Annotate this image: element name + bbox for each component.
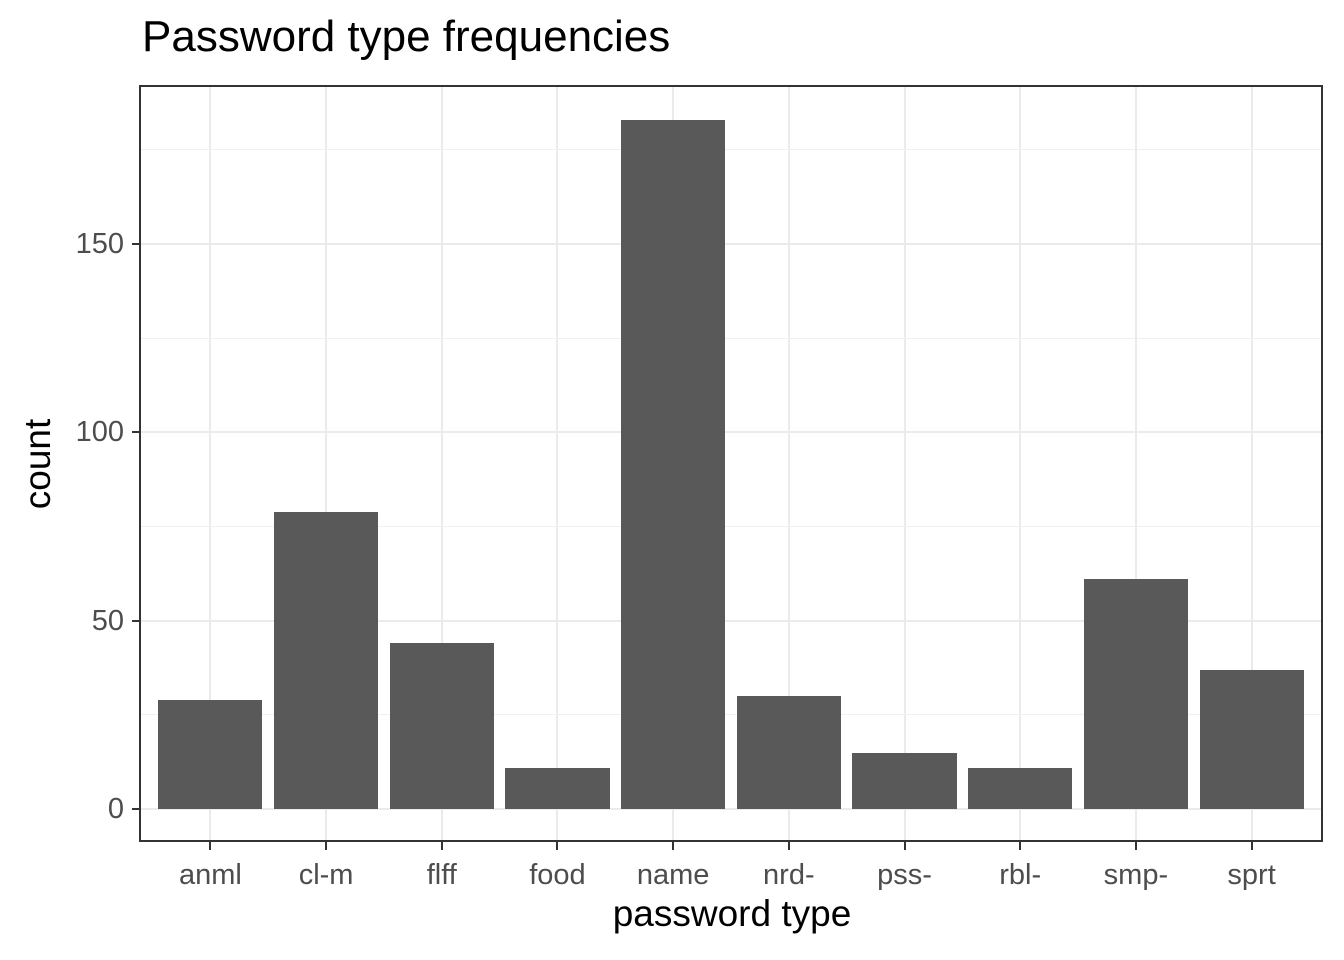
gridline-horizontal-minor [141,337,1321,339]
bar-nrd- [736,696,841,810]
gridline-horizontal-major [141,431,1321,434]
x-axis-title: password type [612,893,852,934]
gridline-vertical [787,87,790,840]
x-tick-mark [556,842,559,850]
x-tick-label: smp- [1103,859,1169,891]
gridline-vertical [1019,87,1022,840]
x-tick-mark [1019,842,1022,850]
gridlines-layer [141,87,1321,840]
x-tick-mark [1134,842,1137,850]
y-tick-mark [132,243,140,246]
gridline-horizontal-major [141,808,1321,811]
y-tick-mark [132,619,140,622]
bar-name [621,119,726,810]
y-tick-label: 0 [107,793,124,826]
plot-panel [139,85,1323,842]
bar-sprt [1199,669,1304,810]
y-tick-label: 50 [91,604,124,637]
x-tick-label: nrd- [763,859,815,891]
x-tick-mark [903,842,906,850]
x-tick-mark [672,842,675,850]
x-tick-mark [440,842,443,850]
y-tick-mark [132,431,140,434]
x-tick-label: rbl- [999,859,1042,891]
gridline-vertical [903,87,906,840]
x-tick-mark [325,842,328,850]
x-tick-label: sprt [1227,859,1276,891]
y-tick-label: 150 [75,228,124,261]
x-tick-label: name [636,859,710,891]
bars-layer [141,87,1321,840]
bar-anml [158,699,263,810]
gridline-vertical [556,87,559,840]
x-tick-mark [1250,842,1253,850]
bar-smp- [1083,579,1188,810]
x-tick-label: flff [426,859,457,891]
chart-title: Password type frequencies [142,12,671,61]
gridline-horizontal-major [141,619,1321,622]
bar-food [505,767,610,810]
gridline-horizontal-major [141,243,1321,246]
gridline-horizontal-minor [141,526,1321,528]
x-tick-label: cl-m [298,859,354,891]
x-tick-mark [787,842,790,850]
x-tick-label: food [529,859,586,891]
bar-rbl- [968,767,1073,810]
gridline-vertical [440,87,443,840]
bar-cl-m [274,511,379,810]
gridline-vertical [1134,87,1137,840]
bar-flff [389,643,494,810]
x-tick-label: pss- [877,859,932,891]
bar-pss- [852,752,957,810]
x-tick-mark [209,842,212,850]
y-tick-mark [132,808,140,811]
y-tick-label: 100 [75,416,124,449]
gridline-horizontal-minor [141,149,1321,151]
gridline-horizontal-minor [141,714,1321,716]
x-tick-label: anml [178,859,242,891]
gridline-vertical [325,87,328,840]
gridline-vertical [209,87,212,840]
gridline-vertical [1250,87,1253,840]
